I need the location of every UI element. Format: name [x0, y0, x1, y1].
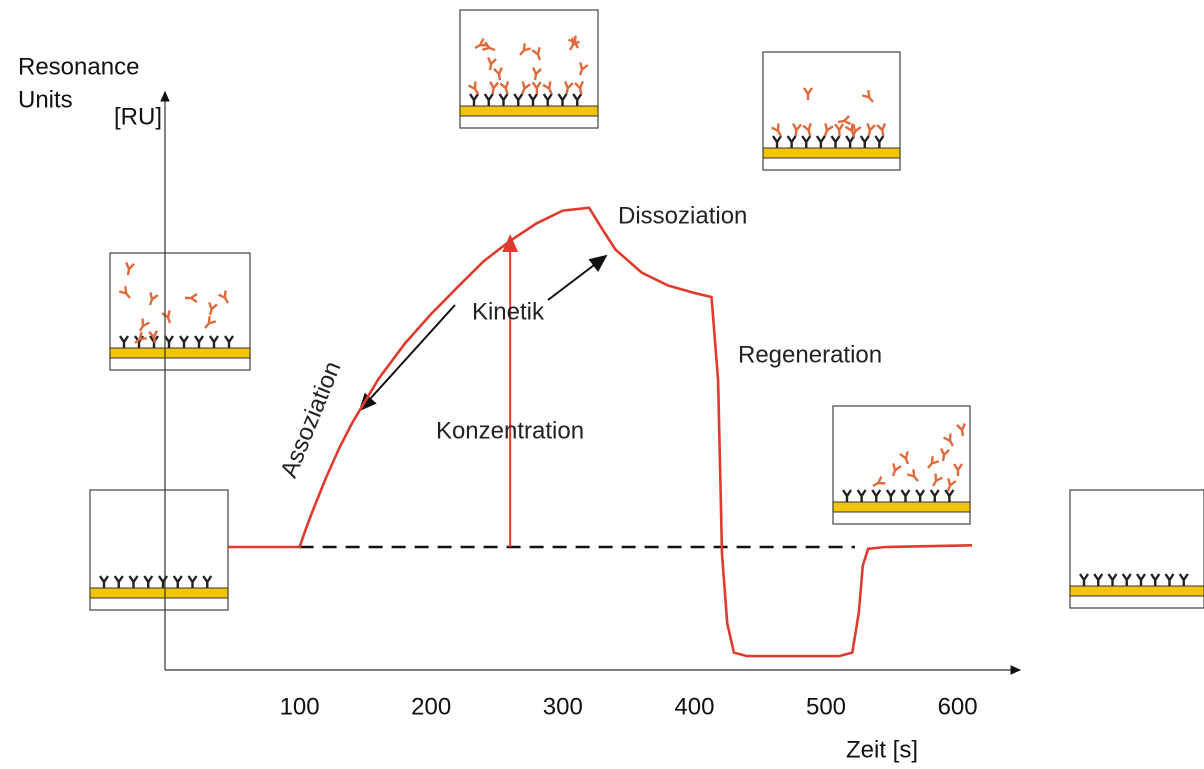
sensor-surface: [833, 502, 970, 512]
y-axis-unit: [RU]: [114, 103, 162, 130]
y-axis-label: Units: [18, 86, 73, 113]
x-tick-label: 500: [806, 693, 846, 720]
x-tick-label: 300: [543, 693, 583, 720]
sensor-surface: [460, 106, 598, 116]
annotation: Regeneration: [738, 341, 882, 368]
sensor-surface: [90, 588, 228, 598]
x-axis-label: Zeit [s]: [846, 736, 918, 763]
kinetik-arrow: [548, 256, 606, 300]
sensor-surface: [110, 348, 250, 358]
annotation: Assoziation: [275, 358, 346, 482]
annotation: Dissoziation: [618, 202, 747, 229]
y-axis-label: Resonance: [18, 53, 139, 80]
sensor-surface: [763, 148, 900, 158]
x-tick-label: 200: [411, 693, 451, 720]
x-tick-label: 100: [280, 693, 320, 720]
insets: [90, 10, 1204, 610]
x-tick-label: 600: [938, 693, 978, 720]
kinetik-arrow: [360, 305, 455, 410]
sensor-surface: [1070, 586, 1204, 596]
annotation: Konzentration: [436, 417, 584, 444]
chart: Resonance Units [RU] Zeit [s] 100 200 300 4…: [0, 0, 1204, 769]
annotation: Kinetik: [472, 298, 545, 325]
x-tick-label: 400: [674, 693, 714, 720]
